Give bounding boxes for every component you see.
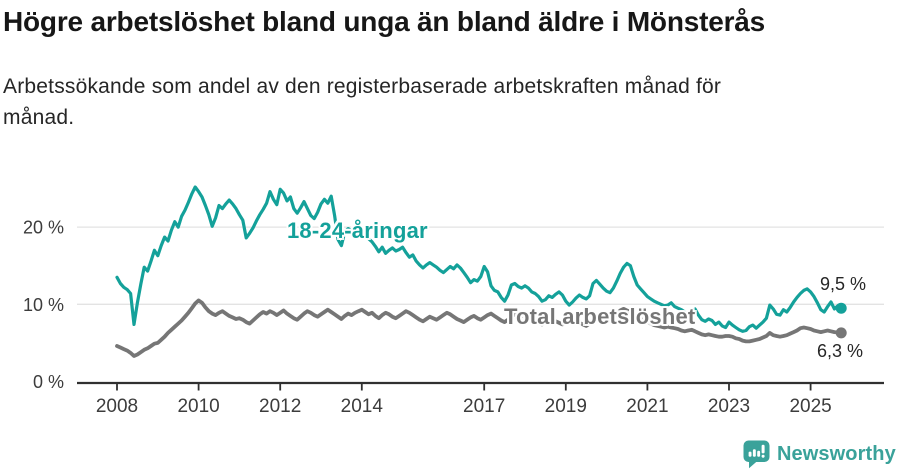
end-value-label-youth: 9,5 %: [820, 274, 867, 294]
x-axis-tick-label: 2010: [177, 396, 219, 417]
chart-title: Högre arbetslöshet bland unga än bland ä…: [3, 6, 766, 37]
newsworthy-logo: Newsworthy: [743, 440, 896, 469]
newsworthy-logo-text: Newsworthy: [777, 443, 896, 465]
exclamation-bar: [761, 444, 765, 454]
x-axis-tick-label: 2017: [463, 396, 505, 417]
y-axis-tick-label: 0 %: [33, 372, 64, 392]
series-end-dot-total: [835, 327, 847, 339]
series-line-total: [115, 298, 844, 358]
y-axis-tick-label: 10 %: [23, 295, 64, 315]
x-axis-tick-label: 2023: [708, 396, 750, 417]
chart-subtitle: Arbetssökande som andel av den registerb…: [3, 71, 721, 133]
series-end-dot-youth: [835, 302, 847, 314]
newsworthy-speech-bubble-chart-icon: [743, 440, 770, 469]
series-line-youth: [115, 185, 843, 333]
subtitle-line-2: månad.: [3, 106, 75, 129]
y-axis-tick-label: 20 %: [23, 218, 64, 238]
end-value-label-total: 6,3 %: [817, 341, 864, 361]
exclamation-dot: [761, 454, 765, 458]
x-axis-tick-label: 2021: [626, 396, 668, 417]
bar-3: [757, 450, 761, 457]
x-axis-tick-label: 2008: [96, 396, 138, 417]
bar-1: [748, 451, 752, 457]
subtitle-line-1: Arbetssökande som andel av den registerb…: [3, 75, 722, 98]
x-axis-tick-label: 2019: [545, 396, 587, 417]
speech-bubble-shape: [743, 440, 770, 469]
series-label-youth: 18-24-åringar: [287, 218, 428, 243]
bar-2: [752, 449, 756, 457]
series-label-total: Total arbetslöshet: [504, 304, 696, 329]
x-axis-tick-label: 2012: [259, 396, 301, 417]
x-axis-tick-label: 2025: [789, 396, 831, 417]
x-axis-tick-label: 2014: [341, 396, 384, 417]
